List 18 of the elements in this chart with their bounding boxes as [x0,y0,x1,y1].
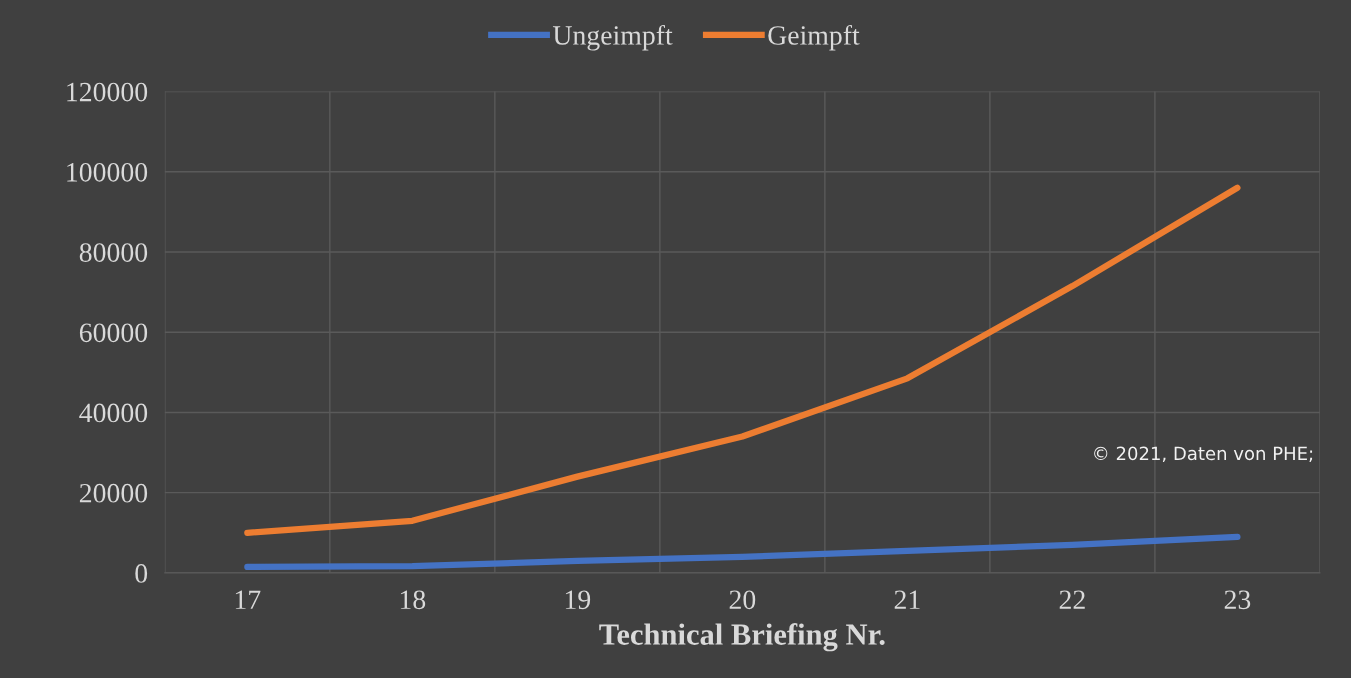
annotation: © 2021, Daten von PHE; [1094,446,1313,463]
x-tick-label: 23 [1224,590,1251,610]
y-tick-label: 0 [135,564,148,583]
x-tick-label: 19 [565,590,591,610]
legend-label: Geimpft [768,25,860,51]
x-tick-label: 17 [235,590,261,609]
x-axis-title: Technical Briefing Nr. [599,623,885,652]
x-tick-label: 22 [1059,590,1085,609]
y-tick-label: 40000 [79,403,148,423]
y-tick-label: 20000 [79,483,148,503]
y-tick-label: 60000 [79,323,148,343]
x-tick-label: 18 [400,590,426,610]
y-tick-label: 120000 [67,82,148,102]
legend-label: Ungeimpft [552,25,673,51]
x-tick-label: 20 [729,590,756,610]
y-tick-label: 100000 [67,162,148,182]
x-tick-label: 21 [894,590,920,609]
y-tick-label: 80000 [79,243,148,262]
